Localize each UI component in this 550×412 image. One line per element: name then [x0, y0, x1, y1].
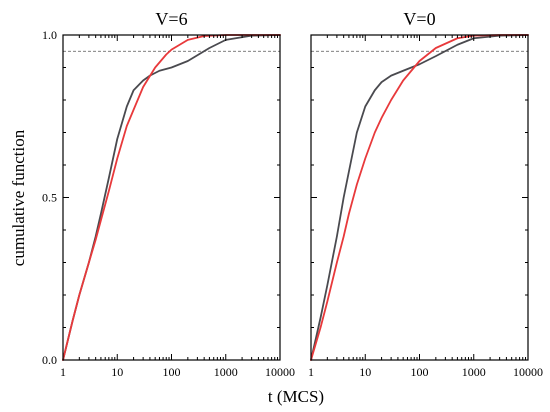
- y-tick-label: 1.0: [42, 28, 57, 42]
- x-tick-label: 10000: [513, 365, 543, 379]
- panel-title: V=6: [155, 9, 187, 29]
- series-line-red: [310, 34, 529, 361]
- y-axis-title: cumulative function: [9, 129, 28, 266]
- panels-group: 1 10 100 1000 10000 0.0 0.5 1.0 V=6 1 10 100 1000 100…: [42, 9, 543, 379]
- series-line-dark: [62, 34, 281, 361]
- plot-frame: [62, 34, 281, 361]
- x-tick-label: 10000: [265, 365, 295, 379]
- x-tick-label: 1000: [462, 365, 486, 379]
- x-tick-label: 100: [163, 365, 181, 379]
- panel-1: 1 10 100 1000 10000 0.0 0.5 1.0 V=6: [42, 9, 295, 379]
- series-line-dark: [310, 34, 529, 361]
- panel-title: V=0: [403, 9, 435, 29]
- y-tick-label: 0.5: [42, 191, 57, 205]
- x-tick-label: 100: [411, 365, 429, 379]
- x-tick-label: 1: [60, 365, 66, 379]
- x-tick-label: 10: [359, 365, 371, 379]
- x-tick-label: 1: [308, 365, 314, 379]
- x-axis-title: t (MCS): [268, 387, 324, 406]
- x-tick-label: 1000: [214, 365, 238, 379]
- panel-2: 1 10 100 1000 10000 V=0: [308, 9, 543, 379]
- x-tick-label: 10: [111, 365, 123, 379]
- series-line-red: [62, 34, 281, 361]
- y-tick-label: 0.0: [42, 353, 57, 367]
